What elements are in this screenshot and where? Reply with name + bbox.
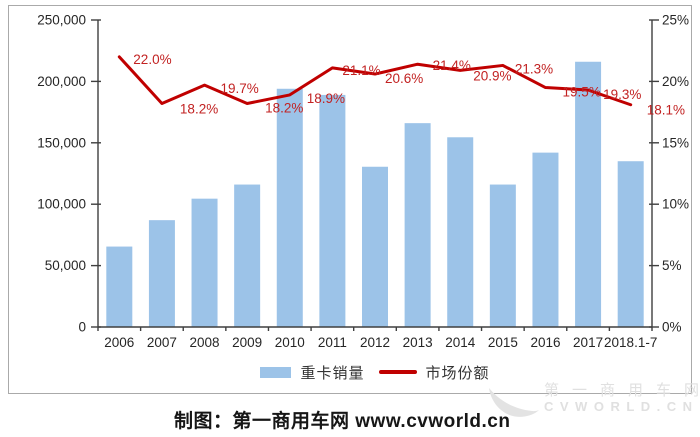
share-point-label-2016: 19.5%: [562, 85, 600, 100]
bar-2018.1-7: [617, 161, 644, 327]
share-point-label-2009: 18.2%: [265, 101, 303, 116]
bar-series-swatch: [260, 366, 292, 378]
share-point-label-2011: 21.1%: [342, 63, 380, 78]
x-tick-label-2007: 2007: [147, 335, 177, 350]
y-left-tick-label: 0: [78, 320, 86, 335]
share-point-label-2010: 18.9%: [307, 91, 345, 106]
legend-label-share: 市场份额: [425, 364, 490, 382]
bar-2008: [191, 198, 218, 327]
y-right-tick-label: 10%: [662, 197, 689, 212]
legend-label-sales: 重卡销量: [300, 364, 365, 382]
x-tick-label-2010: 2010: [275, 335, 305, 350]
x-tick-label-2015: 2015: [488, 335, 518, 350]
bar-2015: [489, 184, 516, 327]
bar-2007: [148, 220, 175, 327]
legend-item-sales: 重卡销量: [260, 362, 364, 383]
x-tick-label-2017: 2017: [573, 335, 603, 350]
y-right-tick-label: 25%: [662, 13, 689, 28]
x-tick-label-2009: 2009: [232, 335, 262, 350]
y-right-tick-label: 15%: [662, 135, 689, 150]
bar-2011: [319, 94, 346, 328]
x-tick-label-2008: 2008: [190, 335, 220, 350]
line-series-swatch: [378, 370, 417, 374]
bar-2014: [447, 137, 474, 327]
y-left-tick-label: 100,000: [37, 197, 86, 212]
x-tick-label-2018.1-7: 2018.1-7: [604, 335, 657, 350]
share-point-label-2014: 20.9%: [473, 68, 511, 83]
legend-item-share: 市场份额: [378, 362, 490, 383]
x-tick-label-2014: 2014: [445, 335, 476, 350]
y-right-tick-label: 5%: [662, 258, 682, 273]
y-left-tick-label: 250,000: [37, 13, 86, 28]
y-right-tick-label: 0%: [662, 320, 682, 335]
share-point-label-2007: 18.2%: [180, 102, 218, 117]
share-point-label-2013: 21.4%: [433, 58, 471, 73]
market-share-line: [117, 55, 633, 107]
x-tick-label-2013: 2013: [403, 335, 433, 350]
share-point-label-2018.1-7: 18.1%: [647, 103, 685, 118]
y-right-tick-label: 20%: [662, 74, 689, 89]
x-tick-label-2012: 2012: [360, 335, 390, 350]
bar-2017: [575, 61, 602, 327]
y-left-tick-label: 200,000: [37, 74, 86, 89]
y-left-tick-label: 50,000: [45, 258, 86, 273]
share-point-label-2006: 22.0%: [133, 52, 171, 67]
bar-2012: [362, 166, 388, 327]
bar-2009: [234, 184, 261, 327]
bar-2013: [404, 123, 431, 327]
y-left-tick-label: 150,000: [37, 135, 86, 150]
chart-legend: 重卡销量 市场份额: [98, 361, 652, 383]
share-point-label-2017: 19.3%: [603, 87, 641, 102]
share-point-label-2008: 19.7%: [221, 81, 259, 96]
share-point-label-2012: 20.6%: [385, 71, 423, 86]
x-tick-label-2016: 2016: [530, 335, 560, 350]
x-tick-label-2006: 2006: [104, 335, 134, 350]
bar-2010: [276, 88, 303, 327]
x-tick-label-2011: 2011: [318, 335, 347, 350]
chart-caption: 制图：第一商用车网 www.cvworld.cn: [174, 411, 511, 432]
bar-2006: [106, 246, 133, 327]
bar-2016: [532, 152, 559, 327]
share-point-label-2015: 21.3%: [515, 61, 553, 76]
